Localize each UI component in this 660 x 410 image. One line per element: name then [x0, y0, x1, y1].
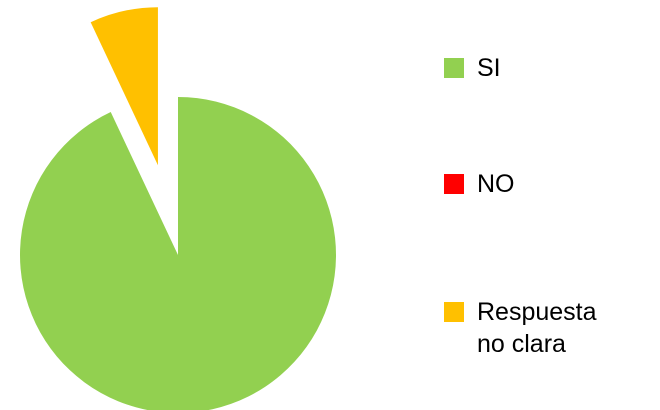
legend-label: SI	[477, 54, 501, 82]
pie-slice	[20, 97, 336, 410]
legend-item: NO	[444, 168, 657, 200]
legend-item: SI	[444, 52, 657, 84]
pie-slice	[90, 7, 158, 166]
legend-item: Respuesta no clara	[444, 296, 607, 360]
legend-label: Respuesta no clara	[477, 298, 597, 358]
legend-swatch	[444, 58, 464, 78]
legend-label: NO	[477, 170, 515, 198]
legend-swatch	[444, 174, 464, 194]
legend-swatch	[444, 302, 464, 322]
